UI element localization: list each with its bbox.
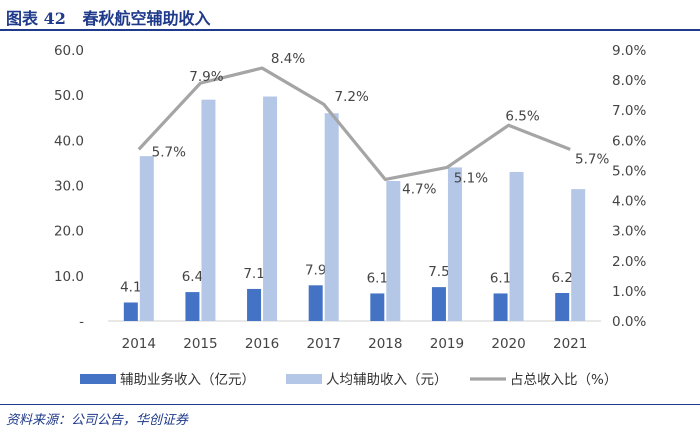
bar-aux-revenue-label: 6.2 [551, 270, 572, 286]
bar-aux-revenue-label: 4.1 [120, 279, 141, 295]
line-point-label: 4.7% [402, 181, 436, 197]
right-axis-tick-label: 3.0% [612, 224, 646, 240]
bar-per-passenger [139, 156, 154, 321]
bar-per-passenger [263, 96, 278, 321]
bar-aux-revenue [185, 292, 200, 321]
right-axis-tick-label: 6.0% [612, 133, 646, 149]
bar-aux-revenue [555, 292, 570, 321]
bar-aux-revenue-label: 6.4 [182, 269, 203, 285]
legend-label-revenue-share: 占总收入比（%） [510, 372, 617, 388]
line-revenue-share [137, 66, 571, 182]
bar-aux-revenue-label: 7.1 [243, 266, 264, 282]
bar-aux-revenue [123, 302, 138, 321]
right-axis-tick-label: 1.0% [612, 284, 646, 300]
bar-aux-revenue [247, 288, 262, 321]
left-axis-tick-label: - [79, 314, 84, 330]
right-axis-tick-label: 7.0% [612, 103, 646, 119]
right-axis-tick-label: 9.0% [612, 43, 646, 59]
x-axis-tick-label: 2015 [183, 336, 217, 352]
x-axis-tick-label: 2020 [491, 336, 525, 352]
header-rule [0, 29, 700, 31]
line-point-label: 7.2% [335, 89, 369, 105]
x-axis-tick-label: 2014 [122, 336, 156, 352]
chart-title: 图表 42 春秋航空辅助收入 [6, 9, 211, 28]
line-point-label: 7.9% [189, 69, 223, 85]
bar-aux-revenue-label: 6.1 [490, 270, 511, 286]
line-point-label: 5.1% [454, 170, 488, 186]
bar-per-passenger [447, 167, 462, 321]
x-axis-tick-label: 2021 [553, 336, 587, 352]
line-point-label: 6.5% [505, 108, 539, 124]
legend-label-per-passenger: 人均辅助收入（元） [326, 372, 448, 388]
x-axis-tick-label: 2016 [245, 336, 279, 352]
bar-aux-revenue [493, 293, 508, 321]
x-axis-tick-label: 2019 [430, 336, 464, 352]
chart-header: 图表 42 春秋航空辅助收入 [0, 0, 700, 31]
bar-aux-revenue-label: 7.5 [428, 264, 449, 280]
right-axis-tick-label: 4.0% [612, 194, 646, 210]
left-axis-tick-label: 10.0 [54, 269, 84, 285]
left-axis-tick-label: 50.0 [54, 88, 84, 104]
source-note: 资料来源：公司公告，华创证券 [6, 413, 189, 428]
legend-label-aux-revenue: 辅助业务收入（亿元） [120, 372, 255, 388]
left-axis-tick-label: 40.0 [54, 133, 84, 149]
line-point-label: 5.7% [575, 151, 609, 167]
bar-per-passenger [509, 171, 524, 321]
left-axis-tick-label: 60.0 [54, 43, 84, 59]
legend-swatch-aux-revenue [80, 374, 116, 384]
bar-per-passenger [386, 180, 401, 321]
bar-per-passenger [324, 113, 339, 321]
right-axis-tick-label: 0.0% [612, 314, 646, 330]
x-axis-tick-label: 2018 [368, 336, 402, 352]
bar-aux-revenue [370, 293, 385, 321]
right-axis-tick-label: 5.0% [612, 163, 646, 179]
right-axis-tick-label: 2.0% [612, 254, 646, 270]
right-axis-tick-label: 8.0% [612, 73, 646, 89]
bar-per-passenger [571, 189, 586, 321]
left-axis-tick-label: 30.0 [54, 179, 84, 195]
x-axis-tick-label: 2017 [307, 336, 341, 352]
bar-aux-revenue-label: 7.9 [305, 262, 326, 278]
bar-per-passenger [201, 99, 216, 321]
legend-swatch-per-passenger [286, 374, 322, 384]
bar-aux-revenue [431, 287, 446, 321]
footer-rule [0, 404, 700, 405]
left-axis-tick-label: 20.0 [54, 224, 84, 240]
line-point-label: 5.7% [152, 144, 186, 160]
bar-aux-revenue-label: 6.1 [367, 270, 388, 286]
bar-aux-revenue [308, 285, 323, 321]
line-point-label: 8.4% [271, 51, 305, 67]
